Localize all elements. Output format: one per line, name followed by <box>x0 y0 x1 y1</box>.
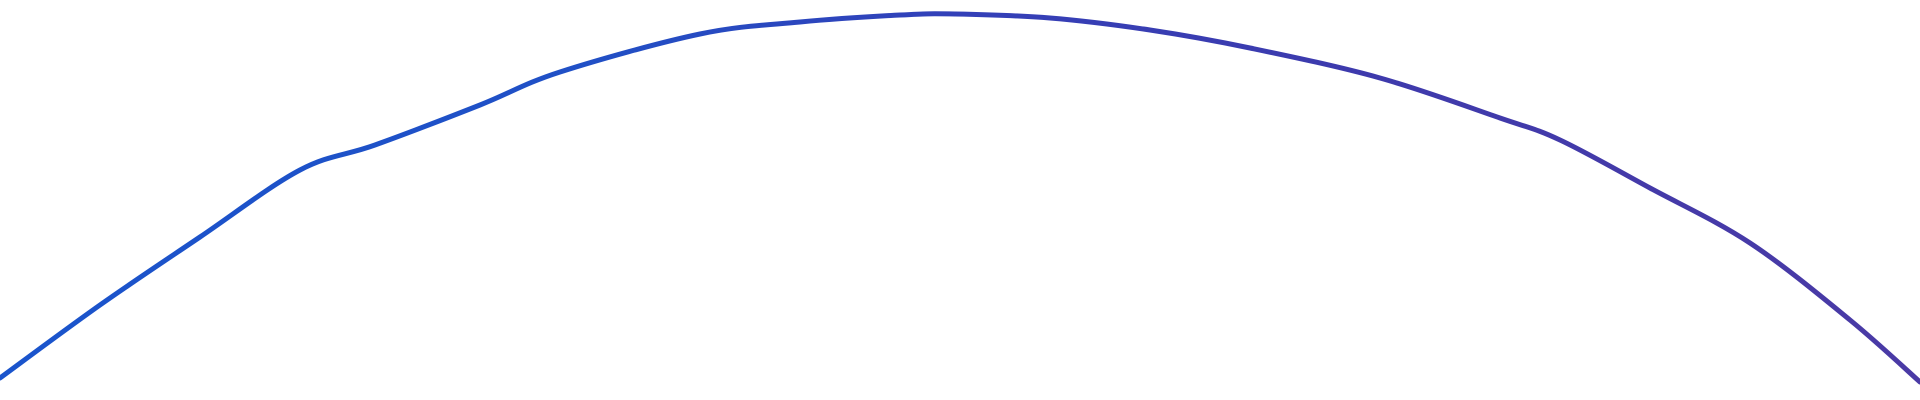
arc-curve-line <box>0 11 1920 385</box>
